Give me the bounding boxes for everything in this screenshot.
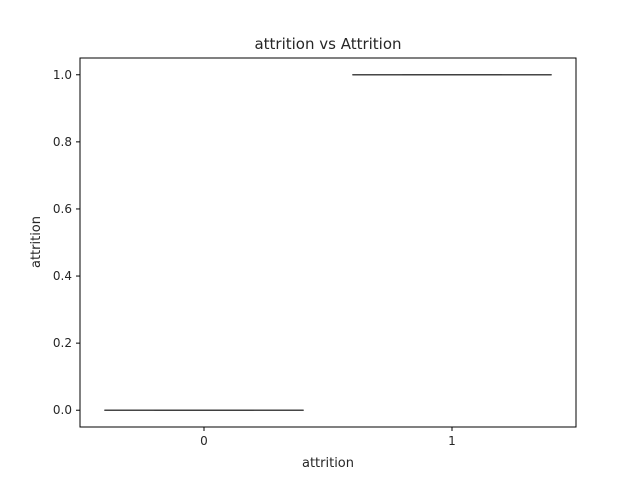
x-tick-label: 0 [200,434,208,448]
y-axis-label: attrition [29,216,44,268]
y-tick-label: 1.0 [53,68,72,82]
chart-title: attrition vs Attrition [254,35,401,53]
plot-area: 0.0 0.2 0.4 0.6 0.8 1.0 0 1 [53,57,577,448]
y-tick-label: 0.8 [53,135,72,149]
y-tick-label: 0.6 [53,202,72,216]
y-tick-label: 0.0 [53,403,72,417]
x-axis-label: attrition [302,456,354,471]
y-tick-label: 0.2 [53,336,72,350]
plot-frame [79,57,577,428]
y-tick-label: 0.4 [53,269,72,283]
x-tick-label: 1 [448,434,456,448]
